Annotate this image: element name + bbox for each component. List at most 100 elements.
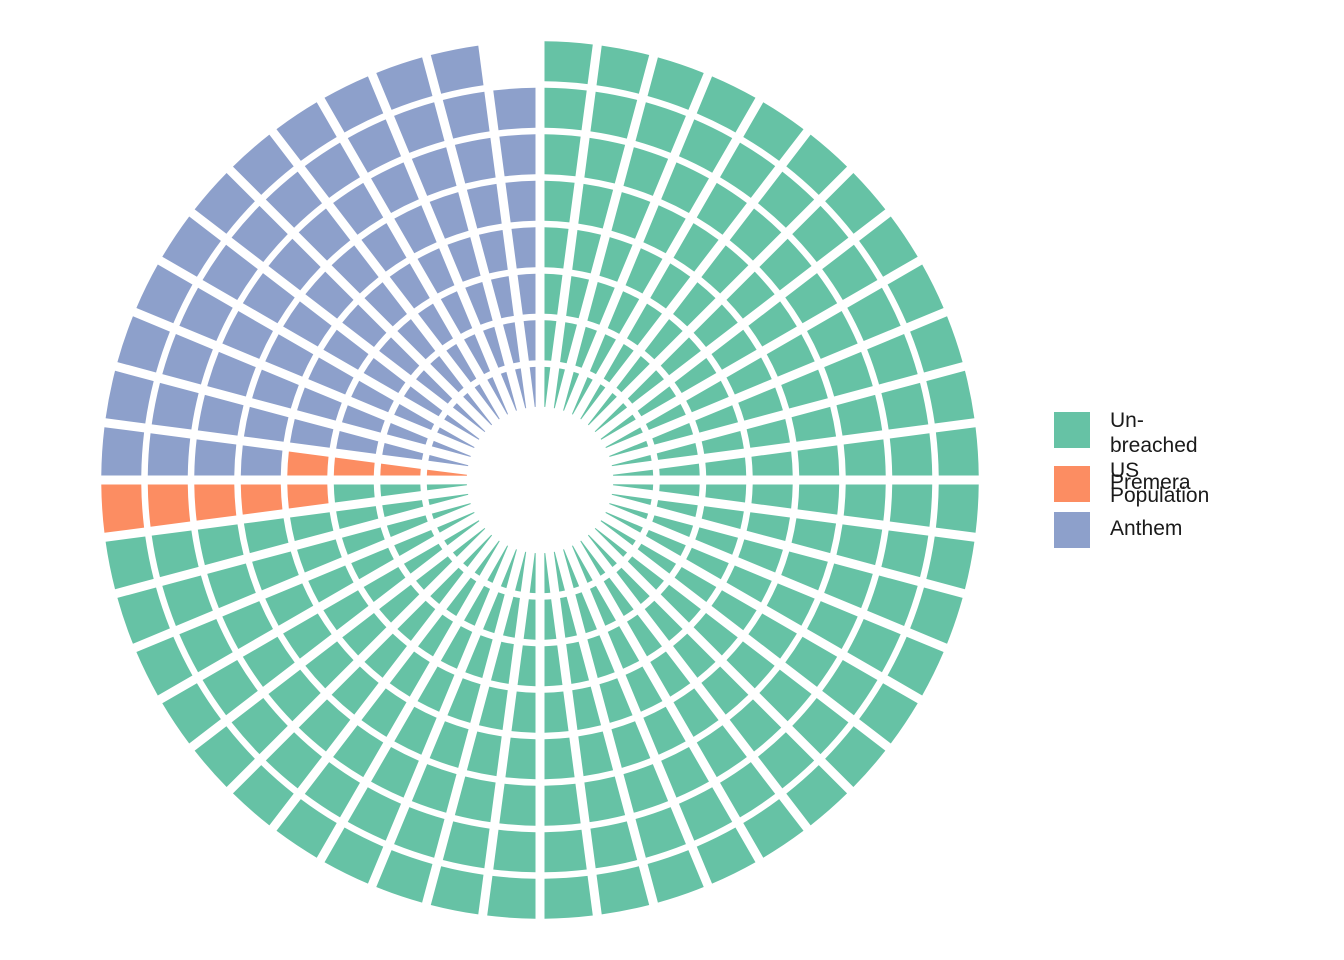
cell-unbreached (523, 599, 536, 640)
cell-unbreached (351, 547, 394, 580)
cell-unbreached (711, 590, 757, 631)
cell-anthem (297, 387, 342, 421)
cell-unbreached (544, 645, 563, 687)
cell-unbreached (464, 585, 491, 626)
cell-unbreached (887, 264, 944, 324)
cell-unbreached (824, 563, 873, 609)
cell-unbreached (493, 829, 536, 873)
legend-swatch-premera (1054, 466, 1090, 502)
cell-unbreached (511, 691, 536, 733)
cell-unbreached (859, 216, 918, 277)
cell-unbreached (843, 484, 886, 521)
cell-unbreached (589, 334, 616, 375)
cell-unbreached (673, 633, 716, 678)
cell-unbreached (430, 567, 464, 604)
cell-unbreached (786, 765, 848, 826)
cell-anthem (222, 311, 273, 359)
cell-unbreached (341, 527, 385, 555)
cell-unbreached (678, 787, 733, 841)
cell-unbreached (623, 147, 669, 196)
cell-unbreached (389, 651, 430, 697)
cell-unbreached (607, 291, 640, 334)
cell-unbreached (797, 445, 840, 476)
cell-unbreached (738, 539, 783, 573)
cell-unbreached (759, 238, 812, 291)
cell-unbreached (232, 765, 294, 826)
cell-anthem (363, 358, 406, 394)
cell-anthem (151, 382, 199, 430)
cell-unbreached (437, 511, 475, 533)
cell-anthem (466, 183, 502, 229)
cell-anthem (341, 405, 385, 433)
cell-unbreached (686, 380, 729, 413)
cell-unbreached (748, 301, 797, 347)
cell-unbreached (544, 41, 593, 85)
cell-unbreached (729, 208, 782, 261)
cell-unbreached (599, 678, 633, 723)
cell-unbreached (304, 762, 360, 818)
cell-unbreached (792, 205, 849, 263)
chart-cells (101, 41, 979, 919)
cell-unbreached (397, 600, 436, 641)
cell-unbreached (701, 430, 744, 454)
cell-unbreached (136, 636, 193, 696)
cell-anthem (429, 192, 469, 239)
cell-unbreached (659, 484, 700, 497)
cell-anthem (417, 248, 455, 294)
cell-unbreached (430, 866, 484, 915)
cell-premera (287, 484, 329, 509)
cell-anthem (416, 370, 453, 404)
cell-unbreached (544, 783, 581, 826)
cell-unbreached (824, 351, 873, 397)
cell-unbreached (587, 281, 615, 325)
cell-unbreached (566, 641, 590, 684)
cell-unbreached (696, 725, 747, 778)
cell-unbreached (242, 636, 295, 687)
cell-unbreached (447, 678, 481, 723)
cell-unbreached (544, 180, 575, 223)
cell-anthem (162, 334, 213, 385)
cell-unbreached (746, 418, 790, 448)
cell-anthem (105, 370, 154, 424)
cell-unbreached (603, 577, 634, 617)
cell-anthem (179, 287, 233, 342)
cell-anthem (454, 137, 496, 184)
cell-unbreached (766, 334, 815, 377)
cell-unbreached (333, 484, 375, 503)
cell-unbreached (613, 484, 654, 491)
cell-unbreached (611, 455, 652, 467)
cell-anthem (298, 208, 351, 261)
cell-unbreached (575, 326, 597, 368)
cell-anthem (389, 263, 430, 309)
cell-unbreached (822, 244, 878, 300)
legend-swatch-anthem (1054, 512, 1090, 548)
cell-unbreached (162, 683, 221, 744)
cell-unbreached (729, 699, 782, 752)
cell-unbreached (705, 457, 747, 476)
cell-unbreached (605, 511, 643, 533)
cell-unbreached (452, 527, 486, 557)
cell-unbreached (560, 596, 577, 638)
cell-unbreached (693, 304, 738, 347)
cell-unbreached (276, 799, 337, 858)
cell-unbreached (324, 827, 384, 884)
cell-unbreached (590, 91, 638, 139)
cell-unbreached (544, 227, 569, 269)
cell-unbreached (701, 506, 744, 530)
cell-unbreached (379, 584, 420, 623)
cell-anthem (430, 45, 484, 94)
cell-anthem (430, 356, 464, 393)
cell-unbreached (544, 366, 551, 407)
cell-anthem (490, 276, 514, 319)
cell-anthem (382, 443, 424, 460)
cell-unbreached (836, 394, 883, 436)
cell-unbreached (560, 322, 577, 364)
cell-anthem (379, 337, 420, 376)
cell-unbreached (347, 787, 402, 841)
cell-unbreached (371, 747, 419, 798)
cell-anthem (290, 418, 334, 448)
cell-unbreached (600, 414, 636, 440)
cell-anthem (194, 439, 237, 476)
cell-unbreached (478, 686, 508, 730)
cell-unbreached (726, 565, 772, 603)
